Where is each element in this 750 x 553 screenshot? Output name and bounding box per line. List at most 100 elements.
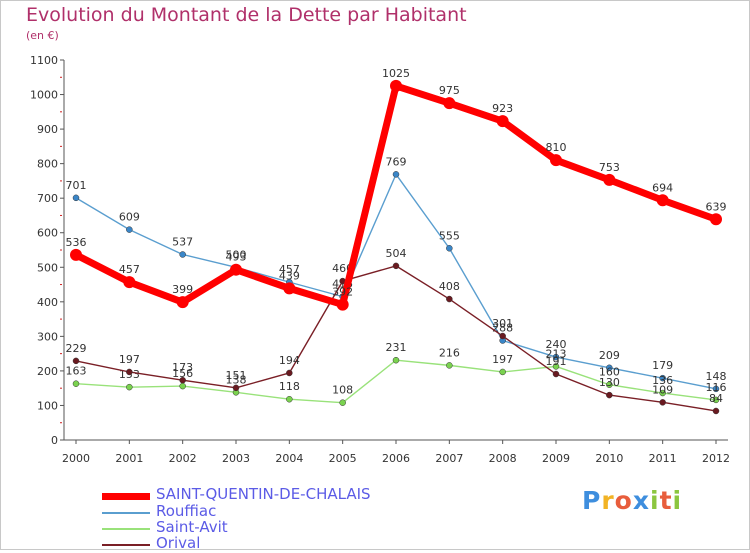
x-tick-label: 2008 <box>489 452 517 465</box>
data-label: 439 <box>279 269 300 282</box>
data-point <box>72 357 80 365</box>
data-label: 163 <box>66 365 87 378</box>
x-tick-label: 2000 <box>62 452 90 465</box>
data-point <box>606 391 613 399</box>
data-point <box>552 363 560 370</box>
data-label: 975 <box>439 84 460 97</box>
data-label: 1025 <box>382 67 410 80</box>
data-label: 197 <box>492 353 513 366</box>
x-tick-label: 2004 <box>275 452 303 465</box>
data-point <box>126 226 133 233</box>
y-tick-label: 600 <box>37 227 58 240</box>
x-tick-label: 2002 <box>169 452 197 465</box>
logo-letter: r <box>601 486 615 515</box>
data-label: 194 <box>279 354 300 367</box>
data-point <box>552 370 560 378</box>
data-label: 179 <box>652 359 673 372</box>
data-label: 130 <box>599 376 620 389</box>
data-label: 118 <box>279 380 300 393</box>
y-tick-label: 300 <box>37 330 58 343</box>
data-point <box>392 171 400 178</box>
data-label: 537 <box>172 235 193 248</box>
legend-swatch-saint-quentin-de-chalais <box>102 492 150 500</box>
data-point <box>230 263 242 276</box>
x-tick-label: 2007 <box>435 452 463 465</box>
data-point <box>710 213 722 226</box>
data-label: 191 <box>546 355 567 368</box>
legend-swatch-rouffiac <box>102 512 150 514</box>
x-tick-label: 2011 <box>649 452 677 465</box>
data-point <box>499 368 506 376</box>
data-label: 136 <box>652 374 673 387</box>
y-tick-label: 100 <box>37 399 58 412</box>
x-tick-label: 2012 <box>702 452 730 465</box>
data-point <box>603 173 616 186</box>
chart-subtitle: (en €) <box>26 29 59 42</box>
x-tick-label: 2010 <box>595 452 623 465</box>
logo-letter: i <box>672 486 683 515</box>
legend-label-saint-quentin-de-chalais: SAINT-QUENTIN-DE-CHALAIS <box>156 485 371 503</box>
data-label: 116 <box>706 381 727 394</box>
logo-letter: i <box>650 486 660 515</box>
data-point <box>446 295 453 303</box>
legend-label-orival: Orival <box>156 534 201 552</box>
data-label: 555 <box>439 229 460 242</box>
data-label: 493 <box>226 251 247 264</box>
legend-swatch-orival <box>102 544 150 546</box>
data-label: 457 <box>119 263 140 276</box>
logo-letter: t <box>659 486 673 515</box>
data-label: 156 <box>172 367 193 380</box>
data-point <box>179 382 186 390</box>
data-point <box>286 369 293 377</box>
series-line <box>75 173 717 390</box>
data-label: 923 <box>492 102 513 115</box>
data-point <box>70 248 82 261</box>
data-point <box>659 374 666 382</box>
y-tick-label: 1100 <box>30 54 58 67</box>
data-label: 609 <box>119 211 140 224</box>
data-label: 392 <box>332 286 353 299</box>
data-point <box>390 79 402 92</box>
data-label: 288 <box>492 322 513 335</box>
data-label: 769 <box>386 155 407 168</box>
data-label: 504 <box>386 247 407 260</box>
data-point <box>656 194 669 207</box>
data-label: 240 <box>546 338 567 351</box>
data-point <box>446 245 453 252</box>
data-label: 160 <box>599 366 620 379</box>
y-tick-label: 800 <box>37 158 58 171</box>
data-point <box>179 376 186 384</box>
data-label: 213 <box>546 347 567 360</box>
data-point <box>606 381 613 388</box>
data-point <box>176 296 189 309</box>
data-label: 301 <box>492 317 513 330</box>
logo-letter: o <box>614 486 633 515</box>
data-label: 399 <box>172 283 193 296</box>
data-point <box>499 332 506 340</box>
data-point <box>336 298 349 311</box>
logo-letter: P <box>582 486 602 515</box>
data-label: 84 <box>709 392 723 405</box>
data-label: 408 <box>439 280 460 293</box>
series-line <box>72 82 720 309</box>
data-label: 229 <box>66 342 87 355</box>
data-label: 457 <box>279 263 300 276</box>
data-point <box>550 154 562 167</box>
x-tick-label: 2005 <box>329 452 357 465</box>
data-point <box>126 368 133 376</box>
legend-label-rouffiac: Rouffiac <box>156 502 217 520</box>
data-label: 109 <box>652 383 673 396</box>
y-tick-label: 900 <box>37 123 58 136</box>
data-label: 209 <box>599 349 620 362</box>
data-label: 151 <box>226 369 247 382</box>
data-point <box>606 364 613 372</box>
data-label: 216 <box>439 346 460 359</box>
data-point <box>496 115 509 128</box>
data-label: 500 <box>226 248 247 261</box>
data-point <box>286 395 293 403</box>
x-tick-label: 2006 <box>382 452 410 465</box>
x-tick-label: 2001 <box>115 452 143 465</box>
data-point <box>72 380 80 387</box>
